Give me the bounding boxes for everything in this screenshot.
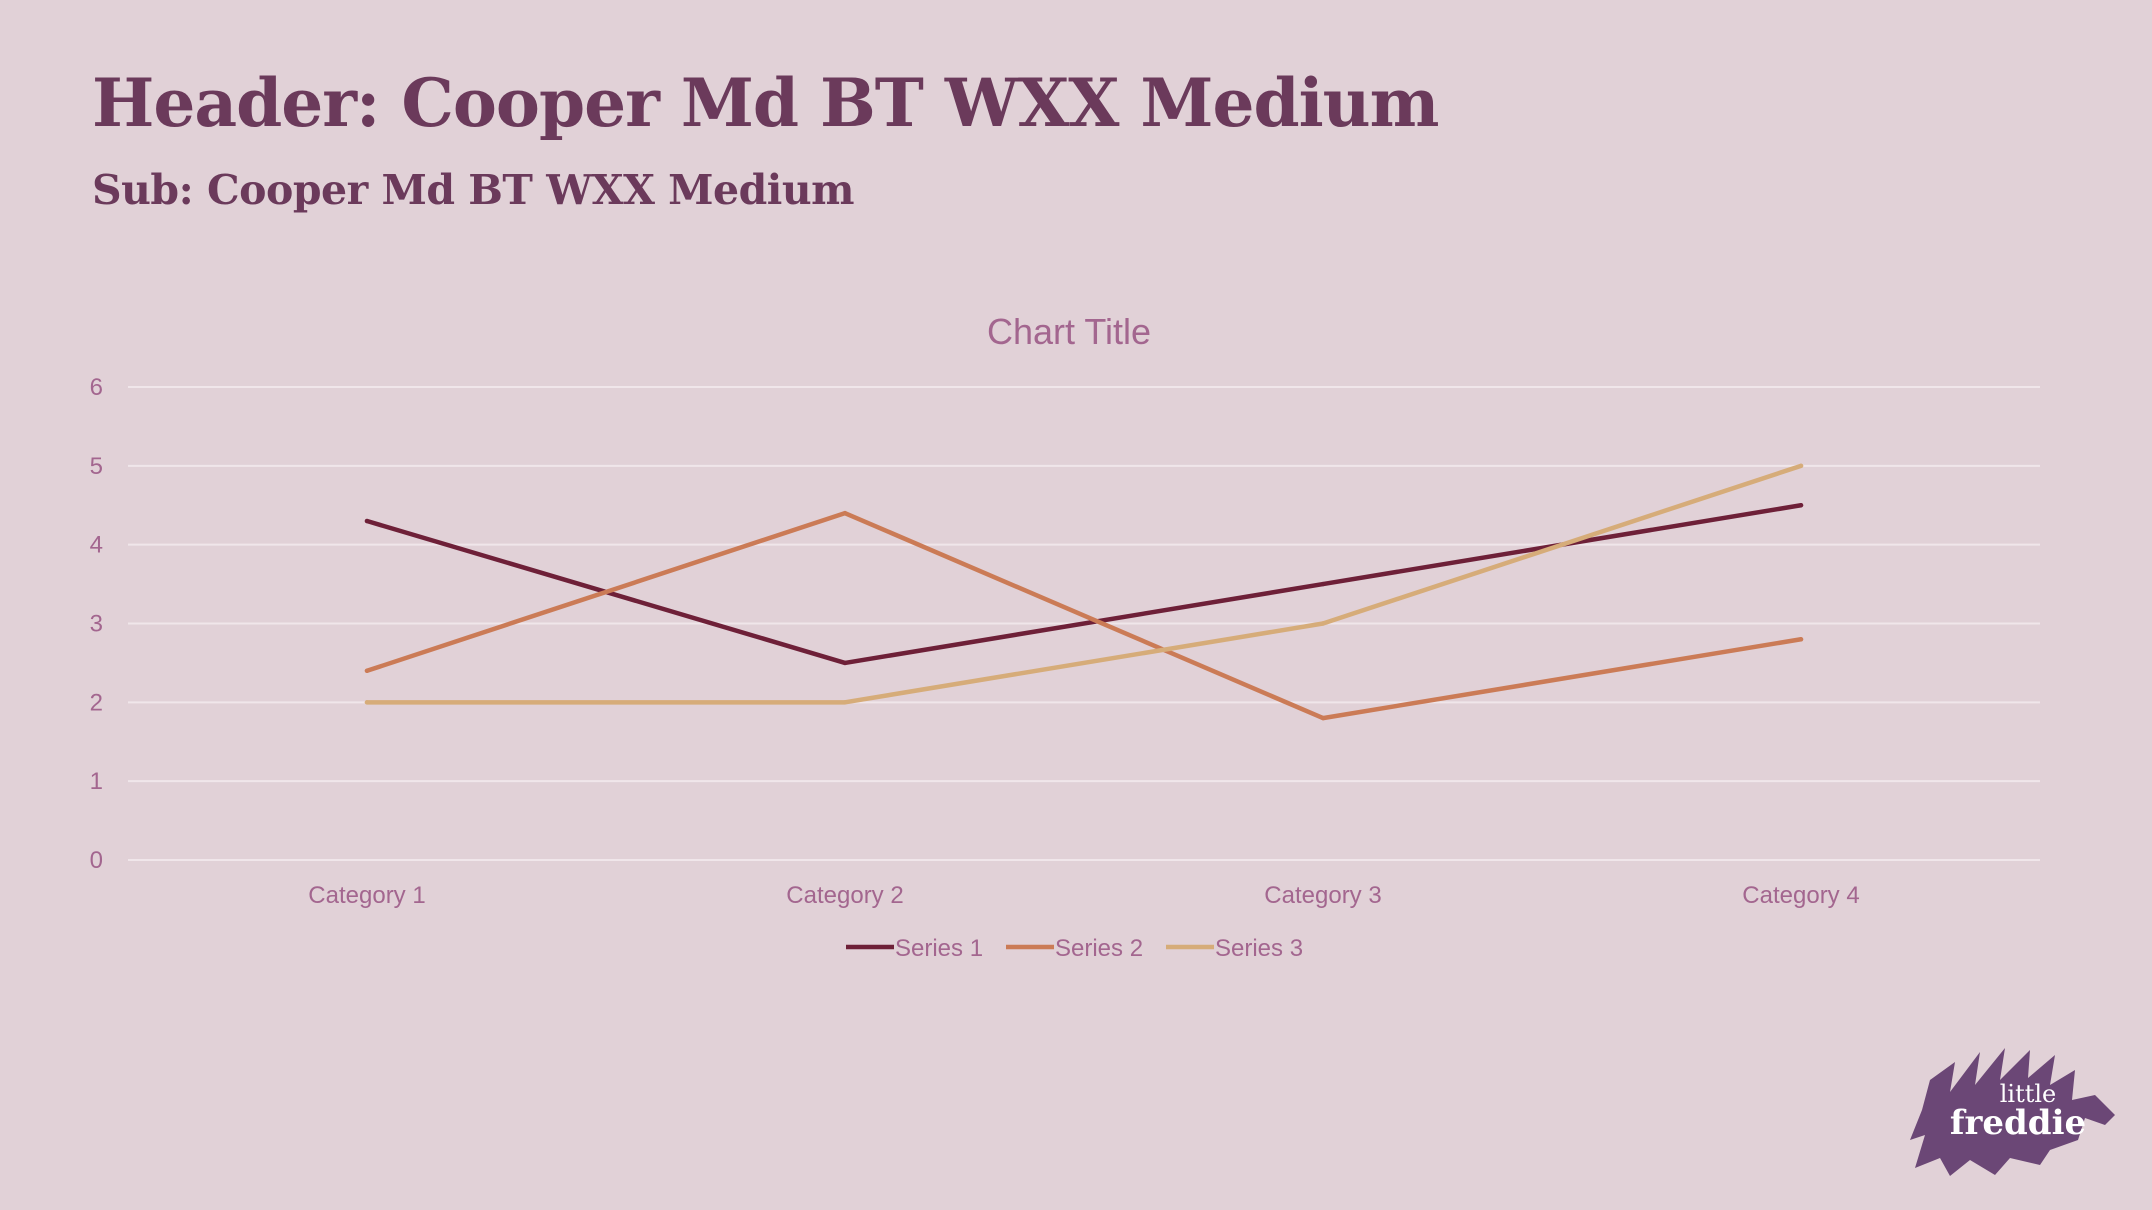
chart-title: Chart Title bbox=[987, 311, 1151, 352]
data-point-s1-c1 bbox=[364, 518, 370, 524]
x-tick-label: Category 3 bbox=[1264, 882, 1381, 909]
data-point-s3-c2 bbox=[842, 700, 848, 705]
y-tick-label: 3 bbox=[90, 611, 103, 638]
data-point-s2-c2 bbox=[842, 510, 848, 516]
y-tick-label: 0 bbox=[90, 847, 103, 874]
logo-text-freddie: freddie bbox=[1950, 1103, 2086, 1143]
data-point-s3-c3 bbox=[1320, 621, 1326, 626]
data-point-s2-c3 bbox=[1320, 715, 1326, 721]
y-tick-label: 2 bbox=[90, 689, 103, 716]
data-point-s1-c4 bbox=[1798, 503, 1804, 508]
logo-text-little: little bbox=[2000, 1080, 2057, 1108]
legend-label-series-1: Series 1 bbox=[895, 935, 983, 962]
y-axis-ticks: 0 1 2 3 4 5 6 bbox=[90, 374, 103, 874]
logo-scribble-mark bbox=[1910, 1048, 2115, 1176]
data-point-s2-c1 bbox=[364, 668, 370, 673]
data-point-s1-c2 bbox=[842, 660, 848, 666]
legend-label-series-2: Series 2 bbox=[1055, 935, 1143, 962]
series-lines bbox=[364, 463, 1804, 721]
y-tick-label: 1 bbox=[90, 768, 103, 795]
data-point-s3-c4 bbox=[1798, 463, 1804, 469]
legend: Series 1 Series 2 Series 3 bbox=[846, 935, 1303, 962]
series-line-2 bbox=[364, 510, 1804, 721]
x-axis-ticks: Category 1 Category 2 Category 3 Category 4 bbox=[308, 882, 1859, 909]
y-tick-label: 5 bbox=[90, 453, 103, 480]
data-point-s2-c4 bbox=[1798, 637, 1804, 642]
data-point-s1-c3 bbox=[1320, 581, 1326, 587]
y-tick-label: 6 bbox=[90, 374, 103, 401]
series-line-3 bbox=[364, 463, 1804, 705]
legend-label-series-3: Series 3 bbox=[1215, 935, 1303, 962]
x-tick-label: Category 1 bbox=[308, 882, 425, 909]
x-tick-label: Category 2 bbox=[786, 882, 903, 909]
y-tick-label: 4 bbox=[90, 532, 103, 559]
little-freddie-logo: little freddie bbox=[1910, 1048, 2115, 1176]
slide-subheader: Sub: Cooper Md BT WXX Medium bbox=[92, 166, 855, 214]
data-point-s3-c1 bbox=[364, 700, 370, 705]
series-line-1 bbox=[364, 503, 1804, 666]
x-tick-label: Category 4 bbox=[1742, 882, 1859, 909]
slide-header: Header: Cooper Md BT WXX Medium bbox=[92, 64, 1439, 142]
